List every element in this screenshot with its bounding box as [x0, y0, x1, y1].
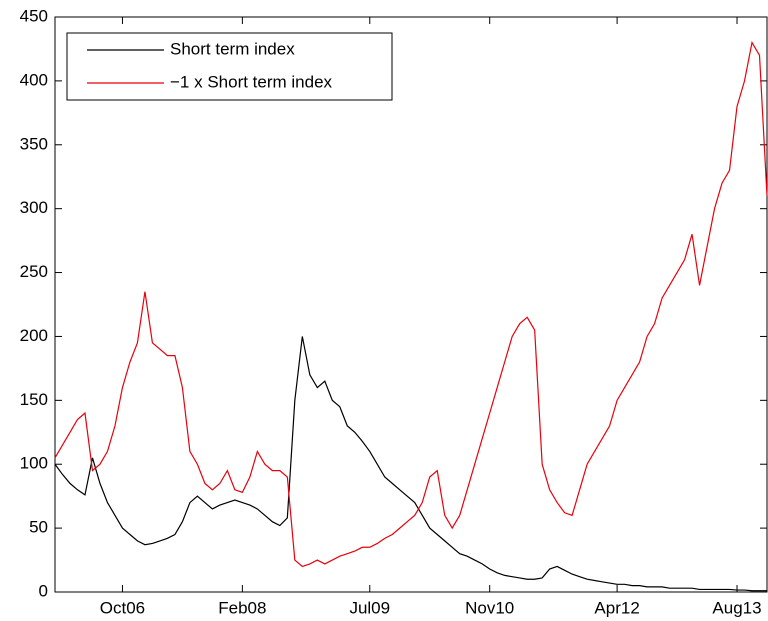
- series-line: [54, 336, 767, 592]
- legend-box: [66, 32, 393, 101]
- x-tick-label: Feb08: [218, 598, 266, 617]
- y-tick-label: 400: [20, 70, 48, 89]
- y-tick-label: 150: [20, 390, 48, 409]
- x-tick-label: Jul09: [349, 598, 390, 617]
- y-tick-label: 50: [29, 518, 48, 537]
- series-line: [54, 40, 768, 568]
- x-tick-label: Apr12: [594, 598, 639, 617]
- y-tick-label: 0: [39, 581, 48, 600]
- y-tick-label: 300: [20, 198, 48, 217]
- legend-label: Short term index: [170, 39, 295, 58]
- x-tick-label: Aug13: [712, 598, 761, 617]
- y-tick-label: 250: [20, 262, 48, 281]
- plot-frame: [54, 16, 768, 593]
- x-tick-label: Nov10: [465, 598, 514, 617]
- y-tick-label: 100: [20, 454, 48, 473]
- y-tick-label: 350: [20, 134, 48, 153]
- legend-label: −1 x Short term index: [170, 72, 333, 91]
- y-tick-label: 450: [20, 6, 48, 25]
- y-tick-label: 200: [20, 326, 48, 345]
- x-tick-label: Oct06: [100, 598, 145, 617]
